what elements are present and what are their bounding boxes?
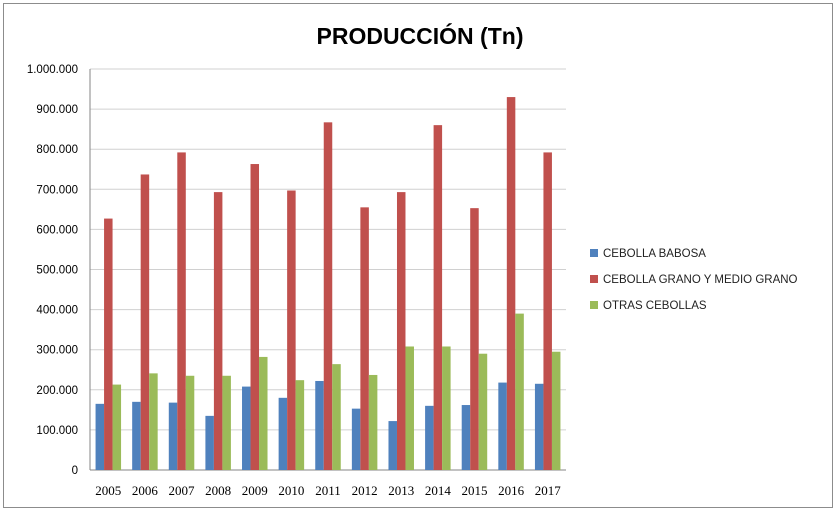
y-tick-label: 500.000	[36, 265, 78, 277]
x-tick-label: 2015	[461, 483, 487, 498]
x-axis-ticks: 2005 2006 2007 2008 2009 2010 2011 2012 2013 2014…	[95, 483, 561, 498]
bar-2010-2	[295, 380, 305, 470]
bar-2012-1	[360, 207, 369, 470]
y-tick-label: 900.000	[36, 104, 78, 116]
y-tick-label: 300.000	[36, 345, 78, 357]
y-tick-label: 100.000	[36, 425, 78, 437]
x-tick-label: 2014	[425, 483, 452, 498]
y-tick-label: 600.000	[36, 224, 78, 236]
bar-2005-2	[112, 384, 122, 470]
x-tick-label: 2010	[278, 483, 304, 498]
bar-2011-1	[323, 122, 333, 470]
bar-2007-2	[185, 375, 195, 470]
bar-2013-1	[396, 192, 406, 470]
x-tick-label: 2005	[95, 483, 121, 498]
bar-2015-1	[470, 208, 479, 470]
bar-2016-1	[506, 97, 516, 470]
y-tick-label: 200.000	[36, 385, 78, 397]
bar-2008-0	[205, 415, 214, 470]
legend-label: OTRAS CEBOLLAS	[603, 300, 707, 312]
bar-2017-1	[543, 152, 552, 470]
bar-2012-0	[351, 408, 361, 470]
legend-label: CEBOLLA GRANO Y MEDIO GRANO	[603, 274, 798, 286]
bar-2008-1	[213, 192, 223, 470]
bar-2009-0	[242, 386, 251, 470]
chart-title: PRODUCCIÓN (Tn)	[317, 22, 524, 49]
bar-2007-0	[168, 402, 178, 470]
bar-2015-0	[461, 405, 471, 470]
bar-2005-1	[104, 218, 113, 470]
y-tick-label: 800.000	[36, 144, 78, 156]
bar-2006-1	[140, 174, 150, 470]
bar-2014-0	[425, 405, 434, 470]
bar-2014-1	[433, 125, 443, 470]
legend-swatch	[590, 275, 598, 283]
bar-2007-1	[177, 152, 186, 470]
x-tick-label: 2008	[205, 483, 231, 498]
x-tick-label: 2012	[352, 483, 378, 498]
bar-2008-2	[222, 375, 231, 470]
bar-2009-1	[250, 164, 260, 471]
x-tick-label: 2007	[169, 483, 196, 498]
bar-2013-2	[405, 346, 414, 470]
y-axis-ticks: 0 100.000 200.000 300.000 400.000 500.000 600.…	[27, 64, 78, 477]
x-tick-label: 2013	[388, 483, 414, 498]
y-tick-label: 700.000	[36, 184, 78, 196]
bar-2006-0	[132, 401, 141, 470]
bar-2006-2	[149, 373, 158, 470]
y-tick-label: 0	[72, 465, 78, 477]
bar-2010-1	[287, 190, 296, 471]
bar-2016-2	[515, 313, 524, 470]
legend-swatch	[590, 301, 598, 309]
bar-2013-0	[388, 421, 397, 470]
bar-2011-2	[332, 364, 341, 470]
legend: CEBOLLA BABOSA CEBOLLA GRANO Y MEDIO GRAN…	[590, 248, 798, 312]
x-tick-label: 2017	[535, 483, 562, 498]
bar-2011-0	[315, 380, 324, 470]
bar-2012-2	[368, 374, 378, 470]
bar-2014-2	[442, 346, 451, 470]
bar-2017-2	[551, 351, 561, 470]
bar-2017-0	[534, 383, 544, 470]
bars	[95, 97, 561, 471]
y-tick-label: 1.000.000	[27, 64, 78, 76]
bar-2010-0	[278, 397, 288, 470]
x-tick-label: 2009	[242, 483, 268, 498]
y-tick-label: 400.000	[36, 305, 78, 317]
legend-swatch	[590, 249, 598, 257]
x-tick-label: 2016	[498, 483, 525, 498]
x-tick-label: 2011	[315, 483, 341, 498]
bar-2016-0	[498, 382, 507, 470]
x-tick-label: 2006	[132, 483, 159, 498]
bar-2015-2	[478, 353, 488, 470]
bar-2009-2	[259, 356, 268, 470]
legend-label: CEBOLLA BABOSA	[603, 248, 706, 260]
bar-2005-0	[95, 403, 105, 470]
